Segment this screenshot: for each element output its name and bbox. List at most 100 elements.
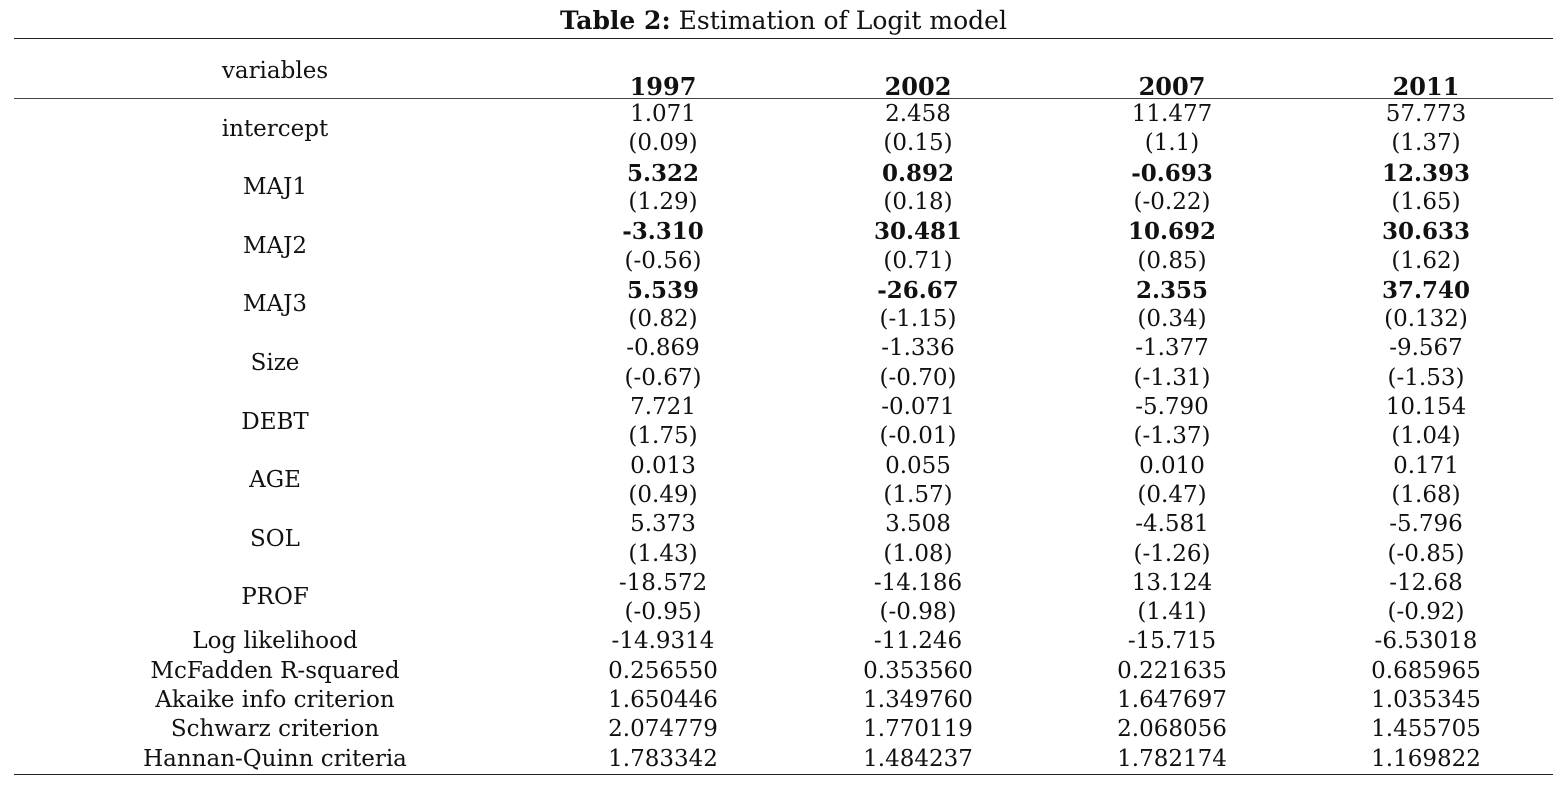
coefficient-cell: 0.013 [630,452,696,479]
stat-value-cell: 1.169822 [1371,745,1481,772]
coefficient-cell: -0.071 [881,394,955,420]
stat-value-cell: -14.9314 [611,628,715,655]
statistic-cell: (0.47) [1137,481,1207,508]
statistic-cell: (-0.22) [1133,188,1211,215]
table-caption: Table 2: Estimation of Logit model [0,5,1560,37]
coefficient-cell: -9.567 [1389,335,1463,362]
statistic-cell: (0.15) [883,130,953,157]
stat-value-cell: 2.074779 [608,716,718,743]
header-rule [14,98,1553,99]
coefficient-cell: 0.171 [1393,452,1459,479]
stat-row-label: Akaike info criterion [155,687,395,713]
row-label: Size [250,350,300,377]
coefficient-cell: 0.892 [881,159,955,187]
stat-row-label: Hannan-Quinn criteria [143,745,407,772]
row-label: MAJ3 [242,291,307,318]
statistic-cell: (1.04) [1391,423,1461,450]
coefficient-cell: 0.010 [1139,452,1205,479]
coefficient-cell: 2.458 [885,101,951,127]
coefficient-cell: -5.796 [1389,511,1463,538]
statistic-cell: (-0.95) [624,599,702,626]
coefficient-cell: -1.336 [881,335,955,362]
stat-row-label: Schwarz criterion [170,716,380,743]
stat-value-cell: 1.650446 [608,687,718,713]
year-header: 2007 [1138,72,1206,101]
statistic-cell: (1.37) [1391,130,1461,157]
statistic-cell: (-1.15) [879,306,957,333]
statistic-cell: (0.82) [628,306,698,333]
stat-value-cell: 1.455705 [1371,716,1481,743]
statistic-cell: (-0.85) [1387,540,1465,567]
stat-value-cell: -11.246 [873,628,963,655]
statistic-cell: (1.08) [883,540,953,567]
coefficient-cell: -26.67 [877,276,959,304]
stat-value-cell: 1.783342 [608,745,718,772]
stat-value-cell: 2.068056 [1117,716,1227,743]
row-label: MAJ1 [242,174,307,201]
table-caption-label: Table 2: [560,6,671,35]
statistic-cell: (1.65) [1391,188,1461,215]
stat-value-cell: 1.770119 [863,716,973,743]
coefficient-cell: 10.154 [1385,394,1467,420]
statistic-cell: (0.09) [628,130,698,157]
stat-value-cell: 0.685965 [1371,657,1481,684]
statistic-cell: (-1.26) [1133,540,1211,567]
coefficient-cell: -0.693 [1131,159,1213,187]
statistic-cell: (-1.53) [1387,364,1465,391]
stat-value-cell: -6.53018 [1374,628,1478,655]
statistic-cell: (1.75) [628,423,698,450]
row-label: AGE [249,467,301,494]
bottom-rule [14,774,1553,775]
row-label: PROF [241,584,309,611]
year-header: 2011 [1392,72,1460,101]
statistic-cell: (-1.37) [1133,423,1211,450]
stat-value-cell: 1.647697 [1117,687,1227,713]
coefficient-cell: 11.477 [1131,101,1213,127]
stat-value-cell: 0.256550 [608,657,718,684]
top-rule [14,38,1553,39]
stat-row-label: McFadden R-squared [150,657,400,684]
statistic-cell: (-1.31) [1133,364,1211,391]
statistic-cell: (-0.98) [879,599,957,626]
table-caption-text: Estimation of Logit model [678,6,1007,35]
coefficient-cell: 0.055 [885,452,951,479]
year-header: 2002 [884,72,952,101]
stat-value-cell: 0.221635 [1117,657,1227,684]
stat-value-cell: -15.715 [1127,628,1217,655]
stat-value-cell: 0.353560 [863,657,973,684]
coefficient-cell: 7.721 [630,394,696,420]
statistic-cell: (-0.01) [879,423,957,450]
coefficient-cell: -4.581 [1135,511,1209,538]
statistic-cell: (-0.70) [879,364,957,391]
statistic-cell: (-0.56) [624,247,702,274]
row-label: intercept [221,115,329,142]
stat-value-cell: 1.035345 [1371,687,1481,713]
variables-header: variables [221,58,329,84]
statistic-cell: (-0.92) [1387,599,1465,626]
coefficient-cell: -0.869 [626,335,700,362]
coefficient-cell: 5.539 [626,276,700,304]
coefficient-cell: 13.124 [1131,569,1213,596]
year-header: 1997 [629,72,697,101]
coefficient-cell: 30.633 [1381,218,1471,246]
coefficient-cell: -18.572 [618,569,708,596]
coefficient-cell: 5.322 [626,159,700,187]
coefficient-cell: -12.68 [1389,569,1463,596]
coefficient-cell: 2.355 [1135,276,1209,304]
coefficient-cell: 37.740 [1381,276,1471,304]
coefficient-cell: 5.373 [630,511,696,538]
statistic-cell: (-0.67) [624,364,702,391]
coefficient-cell: 1.071 [630,101,696,127]
row-label: DEBT [241,408,309,435]
statistic-cell: (0.49) [628,481,698,508]
coefficient-cell: 30.481 [873,218,963,246]
stat-row-label: Log likelihood [192,628,358,655]
stat-value-cell: 1.484237 [863,745,973,772]
statistic-cell: (0.71) [883,247,953,274]
statistic-cell: (0.132) [1384,306,1468,333]
statistic-cell: (0.18) [883,188,953,215]
statistic-cell: (1.57) [883,481,953,508]
statistic-cell: (1.62) [1391,247,1461,274]
row-label: MAJ2 [242,232,307,259]
coefficient-cell: -1.377 [1135,335,1209,362]
